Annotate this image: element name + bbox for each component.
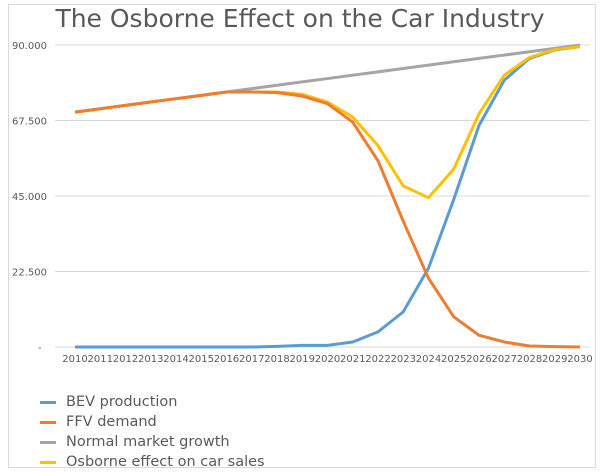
- x-tick-label: 2010: [62, 354, 87, 365]
- legend-item: FFV demand: [40, 412, 265, 432]
- x-tick-label: 2028: [517, 354, 542, 365]
- x-tick-label: 2013: [138, 354, 163, 365]
- y-tick-label: 90.000: [12, 41, 47, 52]
- x-tick-label: 2021: [340, 354, 365, 365]
- x-tick-label: 2011: [88, 354, 113, 365]
- legend-label: Osborne effect on car sales: [66, 454, 265, 470]
- series-line-bev-production: [75, 45, 581, 349]
- x-tick-label: 2025: [441, 354, 466, 365]
- x-tick-label: 2017: [239, 354, 264, 365]
- legend-item: Normal market growth: [40, 432, 265, 452]
- legend-label: Normal market growth: [66, 434, 230, 450]
- x-tick-label: 2023: [391, 354, 416, 365]
- legend-item: Osborne effect on car sales: [40, 452, 265, 472]
- x-tick-label: 2022: [365, 354, 390, 365]
- legend-swatch: [40, 420, 56, 424]
- legend: BEV production FFV demand Normal market gr…: [40, 392, 265, 472]
- x-tick-label: 2026: [466, 354, 491, 365]
- legend-swatch: [40, 460, 56, 464]
- x-tick-label: 2027: [492, 354, 517, 365]
- y-tick-label: 67.500: [12, 117, 47, 128]
- x-tick-label: 2016: [214, 354, 239, 365]
- chart-title: The Osborne Effect on the Car Industry: [55, 4, 545, 33]
- y-tick-label: -: [38, 343, 42, 354]
- x-tick-label: 2014: [163, 354, 188, 365]
- x-tick-label: 2030: [567, 354, 592, 365]
- series-line-ffv-demand: [74, 90, 581, 349]
- legend-label: BEV production: [66, 394, 178, 410]
- legend-swatch: [40, 400, 56, 404]
- x-tick-label: 2015: [189, 354, 214, 365]
- y-tick-label: 45.000: [12, 192, 47, 203]
- x-tick-label: 2012: [113, 354, 138, 365]
- x-tick-label: 2020: [315, 354, 340, 365]
- y-tick-label: 22.500: [12, 268, 47, 279]
- legend-swatch: [40, 440, 56, 444]
- legend-item: BEV production: [40, 392, 265, 412]
- legend-label: FFV demand: [66, 414, 157, 430]
- x-tick-label: 2019: [290, 354, 315, 365]
- x-tick-label: 2018: [264, 354, 289, 365]
- x-tick-label: 2029: [542, 354, 567, 365]
- series-line-osborne-effect-on-car-sales: [74, 45, 581, 200]
- x-tick-label: 2024: [416, 354, 441, 365]
